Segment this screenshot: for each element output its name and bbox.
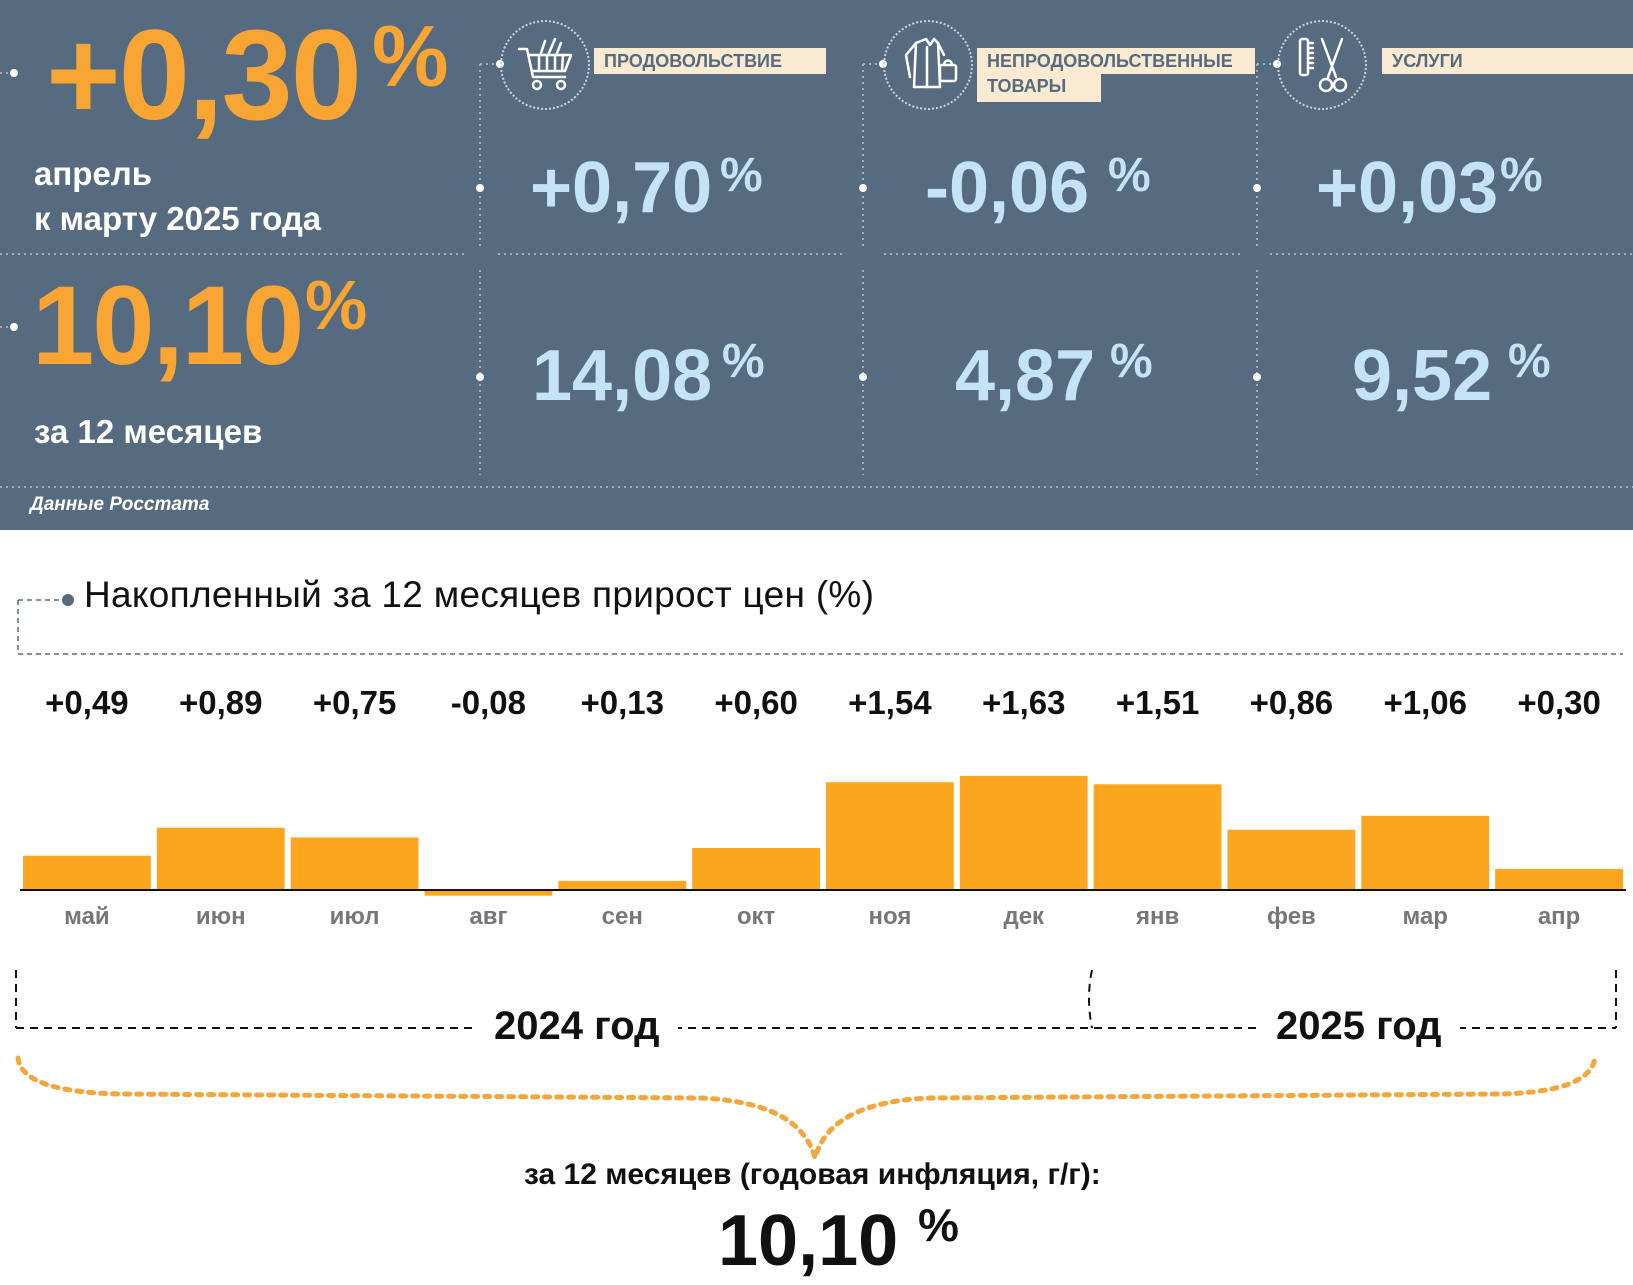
annual-inflation-unit: % xyxy=(918,1199,959,1251)
shopping-cart-icon xyxy=(517,37,573,91)
month-tick-label: июн xyxy=(196,903,246,930)
bar-дек xyxy=(959,775,1088,890)
month-tick-label: июл xyxy=(330,903,380,930)
bar-июн xyxy=(156,827,285,890)
services-annual-unit: % xyxy=(1508,335,1551,388)
annual-cpi-unit: % xyxy=(305,266,368,344)
nonfood-category-label-line1: НЕПРОДОВОЛЬСТВЕННЫЕ xyxy=(977,48,1255,74)
month-tick-label: авг xyxy=(469,903,507,930)
bar-value-label: +0,75 xyxy=(313,684,397,721)
bar-value-label: +0,60 xyxy=(714,684,798,721)
services-annual-value: 9,52 xyxy=(1352,336,1493,416)
nonfood-monthly-value: -0,06 xyxy=(925,148,1090,228)
services-monthly-value: +0,03 xyxy=(1316,148,1499,228)
bar-value-label: +1,63 xyxy=(982,684,1066,721)
bar-апр xyxy=(1495,869,1623,890)
nonfood-monthly-unit: % xyxy=(1108,149,1151,202)
annual-cpi-value: 10,10 xyxy=(32,263,304,388)
food-monthly-value: +0,70 xyxy=(530,148,713,228)
year-brackets xyxy=(15,969,1617,1160)
annual-inflation-value: 10,10 xyxy=(718,1201,899,1281)
comb-scissors-icon xyxy=(1298,37,1348,93)
bar-фев xyxy=(1227,829,1356,890)
nonfood-category-label-line2: ТОВАРЫ xyxy=(977,73,1101,102)
bar-value-label: +0,30 xyxy=(1517,684,1601,721)
food-category-icon-frame xyxy=(500,20,590,110)
bar-июл xyxy=(290,837,419,890)
bar-ноя xyxy=(826,782,954,890)
food-category-label: ПРОДОВОЛЬСТВИЕ xyxy=(594,48,826,74)
food-annual-unit: % xyxy=(722,335,765,388)
bar-авг xyxy=(424,890,553,896)
bar-сен xyxy=(558,880,687,890)
chart-title-guides xyxy=(17,594,1623,655)
bar-value-label: +0,49 xyxy=(45,684,129,721)
cpi-bar-chart: +0,49 май +0,89 июн +0,75 июл -0,08 авг +0,13 сен… xyxy=(20,684,1626,930)
month-tick-label: дек xyxy=(1003,903,1045,930)
month-tick-label: мар xyxy=(1403,903,1448,930)
month-tick-label: янв xyxy=(1135,903,1179,930)
annual-caption: за 12 месяцев xyxy=(34,413,263,450)
monthly-cpi-unit: % xyxy=(372,9,449,105)
bar-value-label: +0,86 xyxy=(1250,684,1334,721)
annual-inflation-caption: за 12 месяцев (годовая инфляция, г/г): xyxy=(524,1158,1101,1191)
monthly-caption-base: к марту 2025 года xyxy=(34,200,322,237)
monthly-caption-month: апрель xyxy=(34,155,153,192)
summary-panel: +0,30 % апрель к марту 2025 года 10,10 %… xyxy=(0,0,1633,530)
month-tick-label: фев xyxy=(1267,903,1316,930)
month-tick-label: сен xyxy=(602,903,643,930)
bar-value-label: +0,13 xyxy=(581,684,665,721)
year-2024-label: 2024 год xyxy=(476,1004,678,1049)
month-tick-label: апр xyxy=(1538,903,1581,930)
nonfood-annual-unit: % xyxy=(1110,335,1153,388)
nonfood-category-icon-frame xyxy=(883,20,973,110)
services-category-label: УСЛУГИ xyxy=(1382,48,1633,74)
bar-value-label: +1,51 xyxy=(1116,684,1200,721)
monthly-cpi-value: +0,30 xyxy=(46,4,362,147)
bar-value-label: -0,08 xyxy=(451,684,526,721)
year-2025-label: 2025 год xyxy=(1258,1004,1460,1049)
bar-окт xyxy=(692,848,820,890)
clothes-bag-icon xyxy=(904,37,958,89)
bar-мар xyxy=(1361,815,1490,890)
services-monthly-unit: % xyxy=(1500,149,1543,202)
services-category-icon-frame xyxy=(1277,20,1367,110)
bar-янв xyxy=(1093,784,1222,890)
month-tick-label: ноя xyxy=(868,903,911,930)
bar-value-label: +1,06 xyxy=(1384,684,1468,721)
data-source: Данные Росстата xyxy=(30,494,210,515)
chart-title: Накопленный за 12 месяцев прирост цен (%… xyxy=(84,574,875,615)
bar-value-label: +0,89 xyxy=(179,684,263,721)
bar-value-label: +1,54 xyxy=(848,684,932,721)
month-tick-label: окт xyxy=(737,903,776,930)
food-annual-value: 14,08 xyxy=(532,336,713,416)
month-tick-label: май xyxy=(64,903,110,930)
nonfood-annual-value: 4,87 xyxy=(955,336,1096,416)
bar-май xyxy=(23,855,151,890)
food-monthly-unit: % xyxy=(720,149,763,202)
